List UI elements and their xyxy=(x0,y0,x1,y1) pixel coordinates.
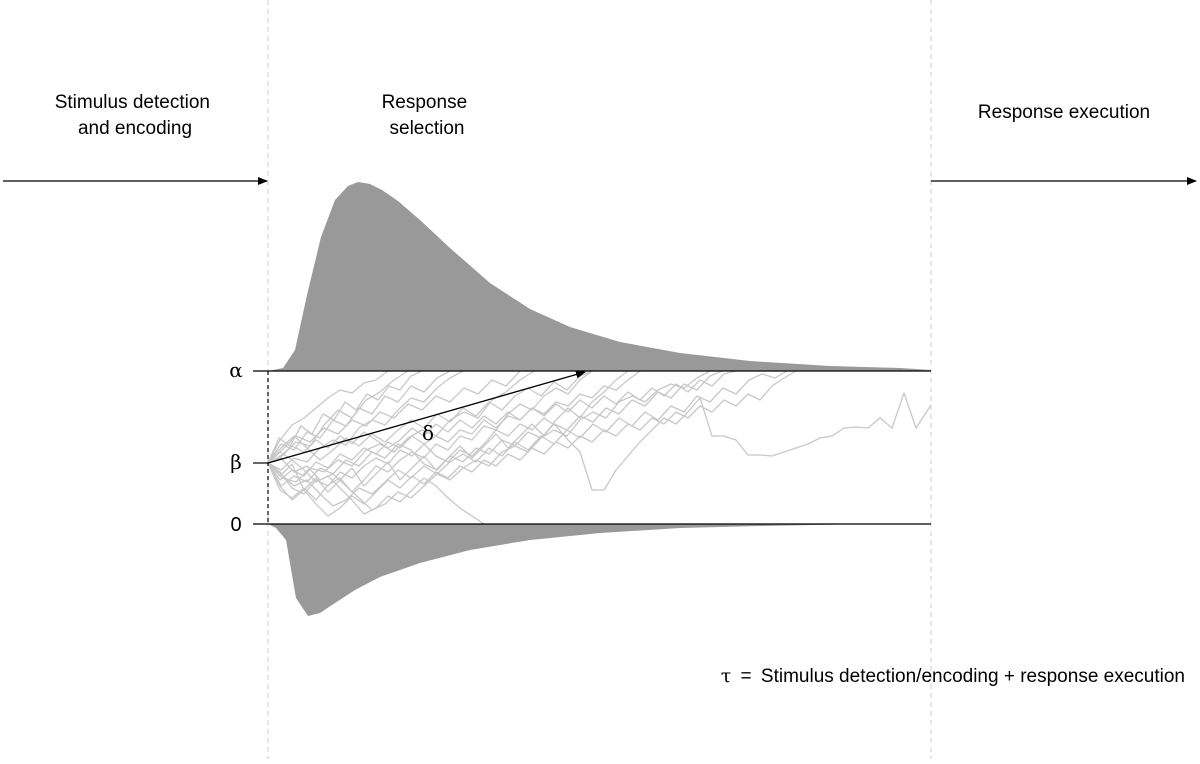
sample-paths xyxy=(267,370,932,525)
delta-label: δ xyxy=(422,421,434,445)
sample-path xyxy=(267,451,485,525)
stage-label-selection-line1: Response xyxy=(382,92,468,113)
sample-path xyxy=(267,370,521,464)
sample-path xyxy=(267,370,723,481)
tau-formula: Stimulus detection/encoding + response e… xyxy=(761,666,1185,687)
tau-equals: = xyxy=(741,666,752,687)
stage-label-encoding-line1: Stimulus detection xyxy=(55,92,210,113)
sample-path xyxy=(267,370,641,495)
sample-path xyxy=(267,370,464,471)
tau-definition: τ = Stimulus detection/encoding + respon… xyxy=(721,665,1185,687)
sample-path xyxy=(267,370,593,501)
sample-path xyxy=(267,370,594,464)
sample-path xyxy=(267,370,797,517)
beta-label: β xyxy=(230,450,242,474)
sample-path xyxy=(267,370,423,464)
sample-path xyxy=(267,370,788,507)
sample-path xyxy=(267,370,389,464)
zero-label: 0 xyxy=(230,514,241,536)
stage-label-execution: Response execution xyxy=(978,102,1150,123)
lower-boundary-density xyxy=(268,524,931,616)
sample-path xyxy=(267,370,451,464)
drift-rate-arrow xyxy=(267,370,586,464)
stage-label-selection: Response selection xyxy=(382,92,473,139)
tau-symbol: τ xyxy=(721,665,732,687)
sample-path xyxy=(267,392,932,491)
sample-path xyxy=(267,370,629,493)
alpha-label: α xyxy=(229,358,243,382)
stage-label-encoding: Stimulus detection and encoding xyxy=(55,92,216,139)
stage-label-selection-line2: selection xyxy=(390,118,465,139)
upper-boundary-density xyxy=(268,182,931,371)
stage-label-encoding-line2: and encoding xyxy=(78,118,192,139)
